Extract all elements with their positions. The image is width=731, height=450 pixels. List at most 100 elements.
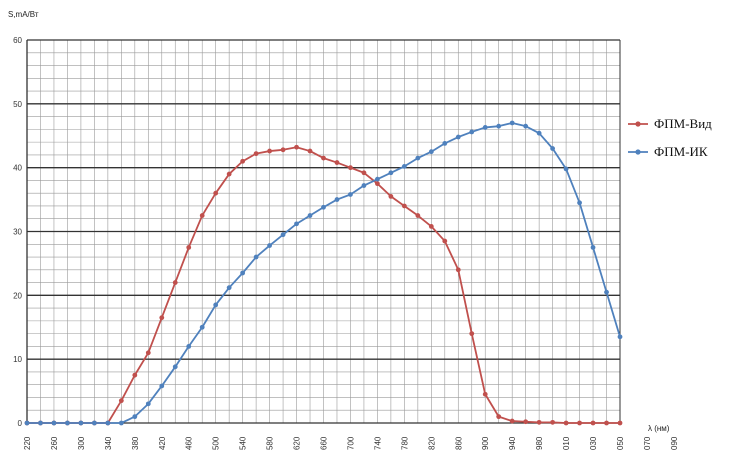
y-tick-label: 30 bbox=[13, 228, 22, 237]
legend-label: ФПМ-Вид bbox=[654, 116, 712, 131]
x-tick-label: 460 bbox=[185, 436, 194, 450]
x-tick-label: 980 bbox=[535, 436, 544, 450]
series-1-point bbox=[415, 213, 421, 218]
series-1-point bbox=[118, 398, 124, 404]
series-2-point bbox=[38, 420, 43, 426]
series-1-point bbox=[172, 280, 178, 285]
series-1-point bbox=[509, 418, 515, 424]
series-2-point bbox=[604, 289, 609, 295]
x-tick-label: 220 bbox=[23, 436, 32, 450]
legend-swatch-marker bbox=[635, 121, 641, 127]
series-1-point bbox=[375, 181, 380, 187]
series-2-point bbox=[536, 130, 542, 136]
series-2-point bbox=[375, 176, 380, 182]
x-tick-label: 660 bbox=[320, 436, 329, 450]
y-tick-label: 50 bbox=[13, 100, 22, 109]
series-1-point bbox=[334, 160, 340, 165]
grid-major bbox=[26, 39, 621, 424]
series-1-point bbox=[253, 151, 259, 157]
series-1-point bbox=[199, 213, 205, 218]
series-2-point bbox=[469, 129, 475, 135]
series-1-point bbox=[617, 420, 623, 426]
y-tick-label: 40 bbox=[13, 164, 22, 173]
legend: ФПМ-Вид ФПМ-ИК bbox=[628, 116, 712, 159]
series-1-point bbox=[442, 238, 448, 244]
x-tick-label: 740 bbox=[373, 436, 382, 450]
y-tick-label: 60 bbox=[13, 36, 22, 45]
y-tick-label: 20 bbox=[13, 291, 22, 300]
series-1-point bbox=[226, 171, 232, 177]
series-2-point bbox=[172, 364, 178, 370]
x-tick-label: 260 bbox=[50, 436, 59, 450]
series-2-point bbox=[105, 420, 111, 426]
series-1-point bbox=[482, 391, 488, 397]
series-2-point bbox=[455, 134, 461, 140]
series-1-point bbox=[563, 420, 569, 426]
series-2-point bbox=[280, 232, 286, 238]
series-points bbox=[24, 120, 623, 426]
series-1-point bbox=[604, 420, 609, 426]
series-1-point bbox=[590, 420, 596, 426]
series-2-point bbox=[186, 344, 192, 349]
y-tick-labels: 0 10 20 30 40 50 60 bbox=[13, 36, 22, 428]
series-2-point bbox=[118, 420, 124, 426]
x-tick-label: 340 bbox=[104, 436, 113, 450]
series-2-point bbox=[307, 213, 313, 218]
series-2-point bbox=[78, 420, 84, 426]
series-2-point bbox=[428, 149, 434, 155]
series-1-point bbox=[361, 170, 367, 176]
series-2-point bbox=[159, 383, 165, 389]
x-tick-label: 380 bbox=[131, 436, 140, 450]
series-2-point bbox=[145, 401, 151, 407]
x-tick-label: 300 bbox=[77, 436, 86, 450]
series-1-point bbox=[294, 144, 299, 150]
series-1-point bbox=[455, 267, 461, 273]
legend-swatch-marker bbox=[635, 149, 641, 155]
series-1-point bbox=[388, 193, 394, 199]
series-2-point bbox=[509, 120, 515, 126]
series-2-point bbox=[563, 166, 569, 172]
series-2-point bbox=[482, 125, 488, 130]
series-1-point bbox=[145, 350, 151, 356]
series-1-point bbox=[550, 419, 556, 425]
series-1-point bbox=[321, 155, 326, 161]
series-2-point bbox=[361, 183, 367, 188]
series-1-point bbox=[348, 165, 353, 171]
y-axis-label: S,mA/Вт bbox=[8, 10, 39, 19]
series-2-point bbox=[388, 170, 394, 176]
series-1-point bbox=[469, 331, 475, 337]
y-tick-label: 10 bbox=[13, 355, 22, 364]
x-tick-label: 030 bbox=[589, 436, 598, 450]
series-1-point bbox=[159, 315, 165, 321]
series-2-point bbox=[65, 420, 70, 426]
series-2-point bbox=[267, 243, 272, 248]
x-tick-label: 820 bbox=[427, 436, 436, 450]
series-2-point bbox=[334, 197, 340, 202]
series-2-point bbox=[226, 285, 232, 291]
series-2-point bbox=[348, 192, 353, 197]
series-1-point bbox=[523, 419, 529, 425]
series-1-point bbox=[240, 158, 246, 164]
series-2-point bbox=[132, 414, 138, 420]
series-1-point bbox=[280, 147, 286, 153]
series-1-point bbox=[186, 245, 192, 250]
x-tick-label: 860 bbox=[454, 436, 463, 450]
x-tick-label: 050 bbox=[616, 436, 625, 450]
x-tick-label: 500 bbox=[212, 436, 221, 450]
x-tick-label: 700 bbox=[346, 436, 355, 450]
series-1-point bbox=[267, 148, 272, 154]
series-2-point bbox=[523, 123, 529, 129]
series-2-point bbox=[550, 146, 556, 151]
series-2-point bbox=[253, 254, 259, 260]
series-2-point bbox=[91, 420, 97, 426]
series-1-point bbox=[307, 148, 313, 154]
x-axis-label: λ (нм) bbox=[648, 424, 670, 433]
series-2-point bbox=[442, 141, 448, 146]
series-2-point bbox=[24, 420, 30, 426]
series-1-point bbox=[428, 223, 434, 229]
series-2-point bbox=[401, 163, 407, 169]
series-2-point bbox=[213, 302, 219, 308]
series-1-point bbox=[132, 372, 138, 378]
series-2-point bbox=[51, 420, 57, 426]
